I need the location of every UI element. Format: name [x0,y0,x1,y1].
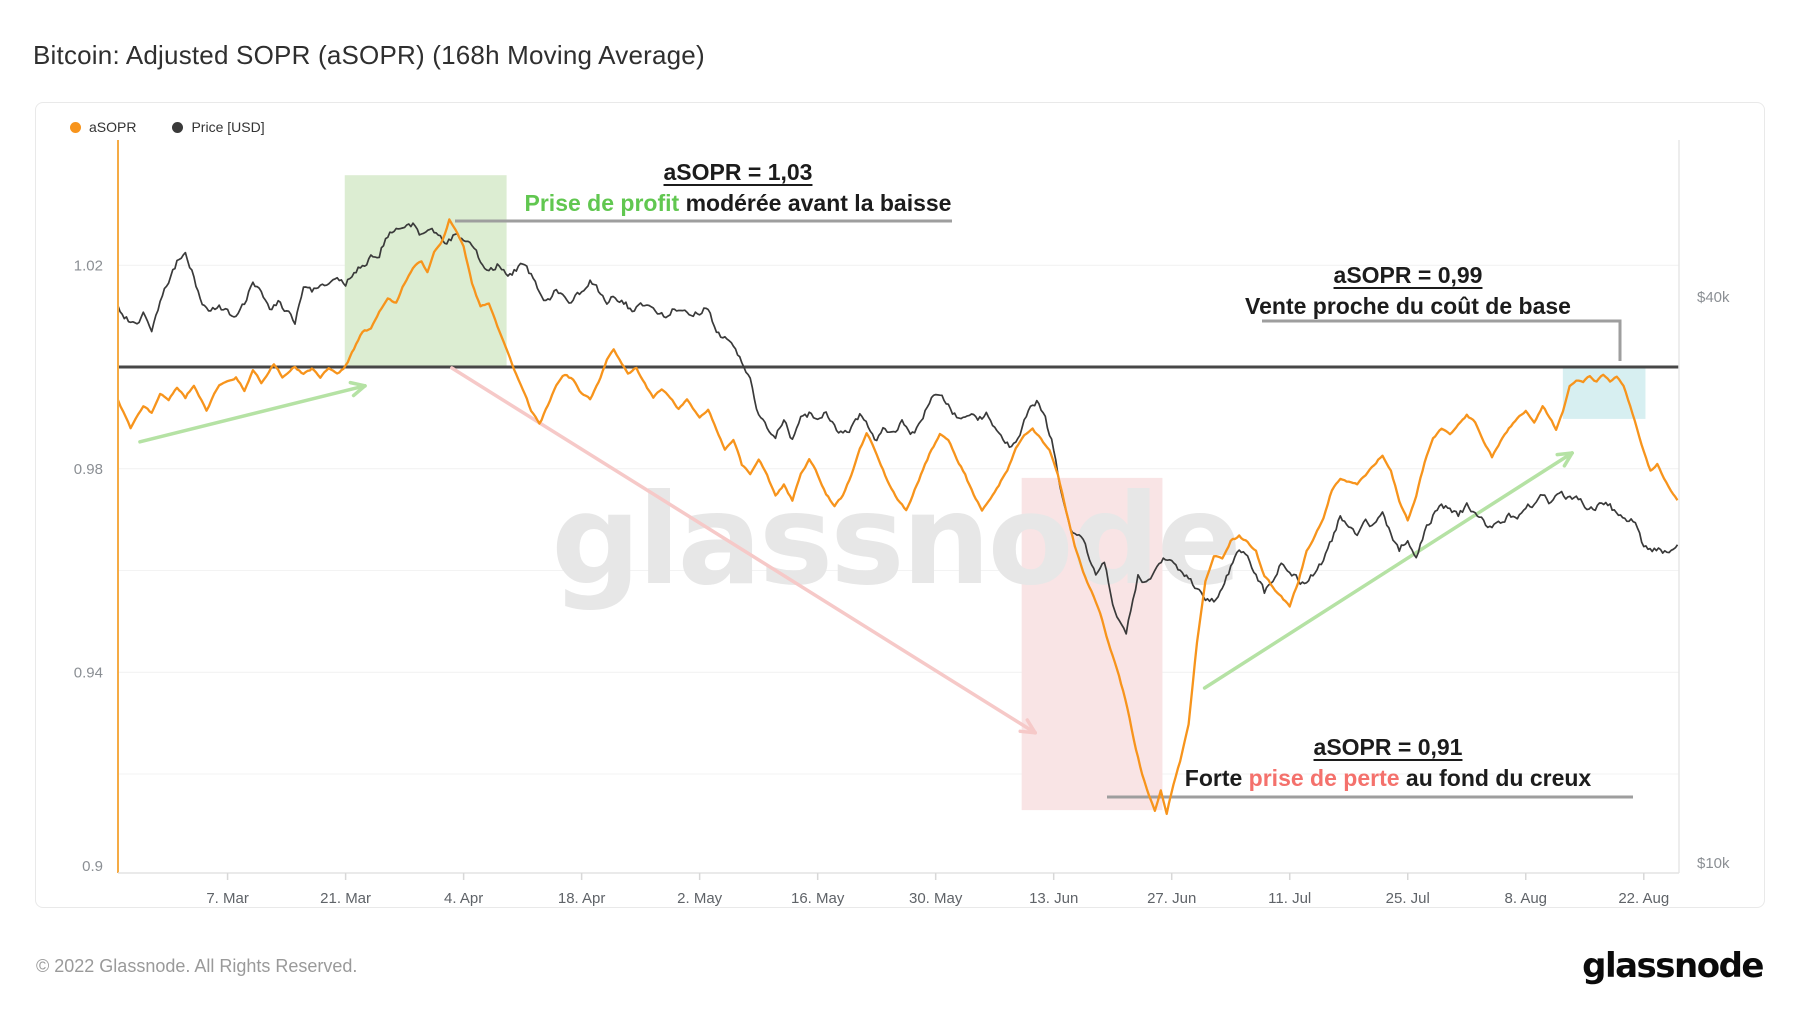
legend-label-asopr: aSOPR [89,119,137,135]
annotation-profit-taking: aSOPR = 1,03 Prise de profit modérée ava… [524,159,952,216]
svg-text:8. Aug: 8. Aug [1504,890,1547,907]
copyright-text: © 2022 Glassnode. All Rights Reserved. [36,956,358,976]
svg-text:glassnode: glassnode [551,468,1239,613]
svg-text:13. Jun: 13. Jun [1029,890,1078,907]
page-title: Bitcoin: Adjusted SOPR (aSOPR) (168h Mov… [33,40,705,70]
svg-text:0.9: 0.9 [82,858,103,875]
legend-label-price: Price [USD] [191,119,265,135]
annotation-loss-taking: aSOPR = 0,91 Forte prise de perte au fon… [1184,734,1592,791]
glassnode-logo: glassnode [1582,946,1764,986]
annotation-value-3: aSOPR = 0,91 [1313,734,1463,760]
svg-text:7. Mar: 7. Mar [206,890,249,907]
svg-text:30. May: 30. May [909,890,963,907]
annotation-value-1: aSOPR = 1,03 [663,159,813,185]
svg-text:18. Apr: 18. Apr [558,890,606,907]
svg-text:22. Aug: 22. Aug [1618,890,1669,907]
svg-text:27. Jun: 27. Jun [1147,890,1196,907]
chart-legend: aSOPR Price [USD] [70,119,265,135]
svg-text:$40k: $40k [1697,289,1730,306]
svg-text:2. May: 2. May [677,890,723,907]
svg-text:16. May: 16. May [791,890,845,907]
price-series-dot-icon [172,121,184,133]
legend-item-price: Price [USD] [172,119,265,135]
asopr-series-dot-icon [70,121,81,133]
annotation-value-2: aSOPR = 0,99 [1333,262,1483,288]
svg-text:0.98: 0.98 [74,461,103,478]
svg-text:21. Mar: 21. Mar [320,890,371,907]
svg-text:11. Jul: 11. Jul [1268,890,1311,907]
svg-text:4. Apr: 4. Apr [444,890,483,907]
svg-text:1.02: 1.02 [74,257,103,274]
legend-item-asopr: aSOPR [70,119,136,135]
svg-text:0.94: 0.94 [74,664,103,681]
annotation-cost-basis: aSOPR = 0,99 Vente proche du coût de bas… [1245,262,1571,319]
svg-text:$10k: $10k [1697,855,1730,872]
svg-text:25. Jul: 25. Jul [1386,890,1430,907]
